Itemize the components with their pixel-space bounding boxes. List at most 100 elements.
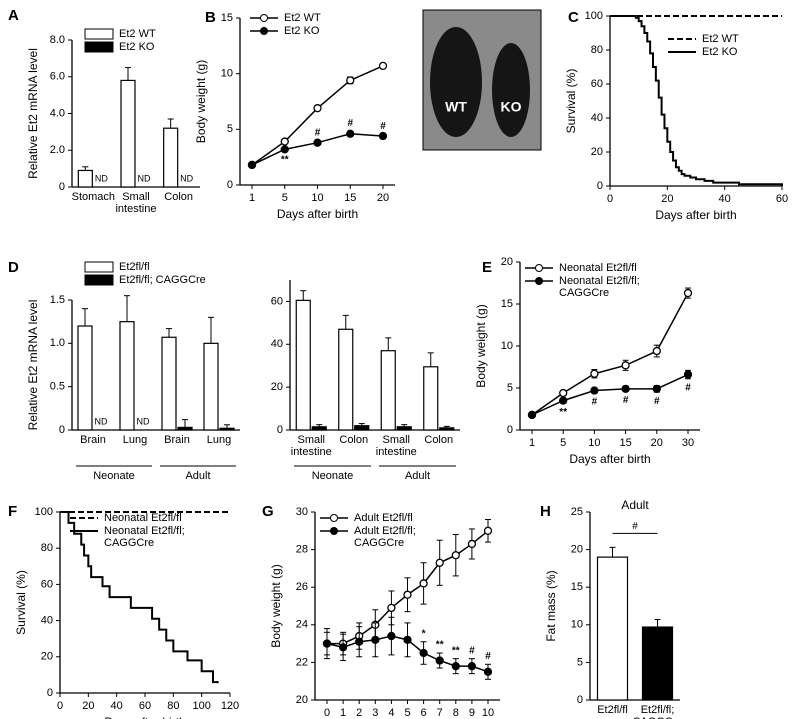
point	[346, 129, 355, 138]
point	[590, 369, 599, 378]
legend-label-box: Neonatal Et2fl/fl; CAGGCre	[559, 275, 640, 299]
x-tick-label: 20	[82, 700, 94, 712]
x-tick-label: 30	[682, 437, 694, 449]
x-tick-label: 15	[344, 192, 356, 204]
legend-label: Adult Et2fl/fl; CAGGCre	[354, 525, 416, 549]
x-tick-label-box: Lung	[207, 434, 231, 446]
bar	[161, 336, 177, 431]
bar	[163, 127, 179, 188]
y-tick-label: 0	[59, 181, 65, 193]
legend-label: Neonatal Et2fl/fl; CAGGCre	[559, 275, 640, 299]
x-tick-label: 6	[421, 707, 427, 719]
y-tick-label: 10	[571, 619, 583, 631]
point	[435, 656, 444, 665]
point	[683, 288, 693, 298]
bar	[396, 426, 412, 431]
x-axis-label: Days after birth	[277, 207, 358, 221]
x-axis-label: Days after birth	[655, 208, 736, 222]
x-tick-label: 1	[249, 192, 255, 204]
point	[338, 643, 348, 652]
y-tick-label: 0	[227, 179, 233, 191]
point	[247, 160, 257, 170]
x-tick-label: 1	[529, 437, 535, 449]
point	[527, 410, 537, 420]
bar	[295, 299, 311, 431]
x-tick-label: Colon	[339, 434, 369, 446]
point	[378, 61, 388, 71]
point	[403, 635, 412, 644]
y-tick-label: 60	[41, 578, 53, 590]
y-tick-label: 8.0	[50, 34, 65, 46]
x-tick-label: 3	[372, 707, 378, 719]
survival-line	[60, 511, 219, 684]
y-tick-label: 10	[221, 68, 233, 80]
x-tick-label-box: Stomach	[71, 191, 116, 203]
y-axis-label: Body weight (g)	[269, 564, 283, 647]
y-tick-label: 1.5	[50, 294, 65, 306]
legend-label: Neonatal Et2fl/fl	[104, 512, 182, 524]
point	[387, 631, 396, 641]
x-tick-label: 2	[356, 707, 362, 719]
y-axis-label: Body weight (g)	[474, 304, 488, 387]
legend-label: Et2 WT	[702, 33, 739, 45]
legend-label: Et2 WT	[284, 12, 321, 24]
x-tick-label-box: Small intestine	[115, 191, 156, 215]
legend-label: Et2 KO	[119, 41, 155, 53]
x-tick-label: Brain	[164, 434, 190, 446]
x-tick-label: 8	[453, 707, 459, 719]
y-tick-label: 0	[59, 424, 65, 436]
point	[322, 639, 332, 648]
value-label: ND	[180, 173, 193, 183]
x-tick-label-box: Et2fl/fl; CAGGCre	[632, 704, 682, 719]
x-tick-label: Stomach	[71, 191, 116, 203]
x-tick-label-box: Small intestine	[290, 434, 332, 458]
panel-letter: F	[8, 503, 17, 520]
point	[467, 539, 477, 549]
significance-label: #	[632, 521, 638, 532]
y-tick-label: 20	[41, 651, 53, 663]
y-tick-label: 6.0	[50, 71, 65, 83]
y-tick-label: 24	[296, 619, 308, 631]
x-tick-label: 20	[661, 193, 673, 205]
legend-label-box: Et2 WT	[284, 12, 321, 24]
group-label: Neonate	[312, 470, 354, 482]
x-tick-label: 0	[57, 700, 63, 712]
survival-line	[610, 15, 783, 186]
significance-label: **	[281, 155, 289, 166]
legend-label-box: Et2fl/fl; CAGGCre	[119, 274, 206, 286]
y-tick-label: 0	[277, 424, 283, 436]
legend-label-box: Neonatal Et2fl/fl	[104, 512, 182, 524]
point	[346, 76, 355, 85]
x-tick-label: 60	[139, 700, 151, 712]
y-tick-label: 20	[296, 694, 308, 706]
point	[621, 384, 630, 393]
point	[467, 662, 477, 671]
point	[621, 361, 630, 370]
significance-label: #	[315, 128, 321, 139]
point	[419, 648, 428, 658]
y-tick-label: 80	[591, 44, 603, 56]
y-tick-label: 0.5	[50, 381, 65, 393]
bar	[354, 425, 370, 431]
x-tick-label: 9	[469, 707, 475, 719]
bar	[338, 328, 354, 431]
x-tick-label: Et2fl/fl	[597, 704, 628, 716]
y-tick-label: 60	[591, 78, 603, 90]
significance-label: *	[422, 628, 426, 639]
point	[419, 579, 428, 588]
y-tick-label: 60	[271, 295, 283, 307]
y-axis-label: Survival (%)	[14, 570, 28, 635]
legend-label: Et2 WT	[119, 28, 156, 40]
y-tick-label: 20	[501, 256, 513, 268]
x-tick-label: Small intestine	[290, 434, 332, 458]
x-tick-label: Brain	[80, 434, 106, 446]
x-tick-label-box: Brain	[80, 434, 106, 446]
y-tick-label: 0	[597, 180, 603, 192]
point	[387, 603, 396, 613]
y-tick-label: 40	[41, 615, 53, 627]
x-tick-label: Colon	[164, 191, 194, 203]
line	[531, 373, 689, 416]
significance-label: #	[380, 121, 386, 132]
x-tick-label-box: Colon	[424, 434, 453, 446]
legend-marker	[260, 14, 268, 22]
